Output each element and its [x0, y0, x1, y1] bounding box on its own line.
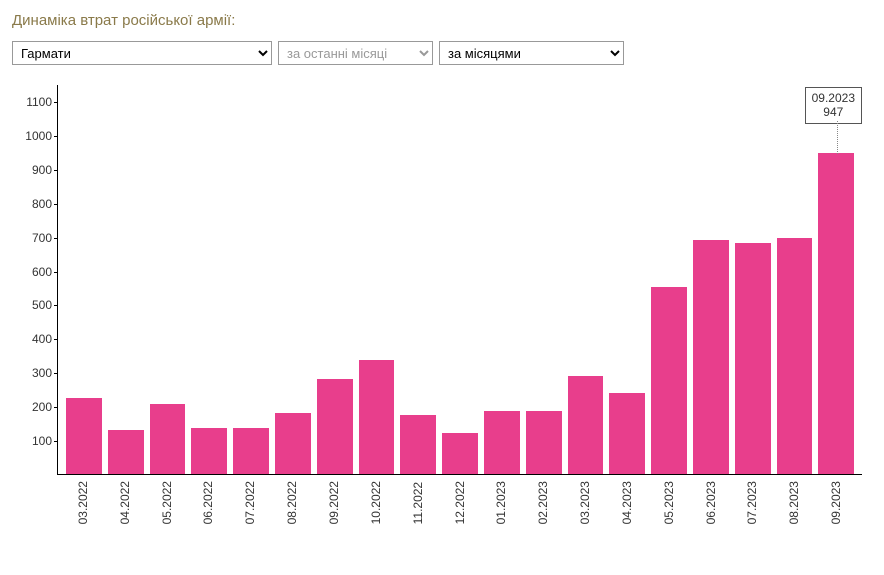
bar[interactable]: [275, 413, 311, 474]
bar-slot: [609, 85, 645, 474]
bar-slot: [150, 85, 186, 474]
controls-row: Гармати за останні місяці за місяцями: [12, 41, 872, 65]
x-label-slot: 04.2023: [609, 475, 645, 524]
x-label-slot: 08.2023: [776, 475, 812, 524]
bar[interactable]: [818, 153, 854, 474]
bar-slot: [191, 85, 227, 474]
x-axis-label: 09.2023: [829, 481, 843, 524]
x-axis-label: 10.2022: [369, 481, 383, 524]
x-label-slot: 10.2022: [358, 475, 394, 524]
x-axis-label: 03.2022: [76, 481, 90, 524]
bar[interactable]: [777, 238, 813, 474]
bars-container: [58, 85, 862, 474]
x-label-slot: 09.2023: [818, 475, 854, 524]
grouping-select[interactable]: за місяцями: [439, 41, 624, 65]
x-label-slot: 01.2023: [483, 475, 519, 524]
bar[interactable]: [400, 415, 436, 474]
y-axis-tick: [54, 102, 58, 103]
x-label-slot: 08.2022: [274, 475, 310, 524]
bar[interactable]: [66, 398, 102, 474]
tooltip: 09.2023947: [805, 87, 862, 124]
bar-slot: [400, 85, 436, 474]
x-label-slot: 09.2022: [316, 475, 352, 524]
x-axis-label: 06.2023: [704, 481, 718, 524]
bar-slot: [693, 85, 729, 474]
tooltip-label: 09.2023: [812, 91, 855, 105]
x-label-slot: 03.2022: [65, 475, 101, 524]
x-axis-label: 04.2023: [620, 481, 634, 524]
x-axis-label: 08.2023: [787, 481, 801, 524]
x-axis-label: 12.2022: [453, 481, 467, 524]
bar-slot: [108, 85, 144, 474]
x-label-slot: 06.2022: [191, 475, 227, 524]
bar[interactable]: [735, 243, 771, 474]
x-label-slot: 06.2023: [693, 475, 729, 524]
bar-slot: [651, 85, 687, 474]
bar[interactable]: [442, 433, 478, 474]
bar[interactable]: [317, 379, 353, 474]
y-axis-tick: [54, 441, 58, 442]
y-axis-tick: [54, 204, 58, 205]
x-label-slot: 07.2022: [232, 475, 268, 524]
page-title: Динаміка втрат російської армії:: [12, 12, 872, 29]
y-axis-tick: [54, 373, 58, 374]
bar[interactable]: [568, 376, 604, 474]
bar[interactable]: [609, 393, 645, 474]
bar-slot: [735, 85, 771, 474]
x-label-slot: 12.2022: [442, 475, 478, 524]
x-label-slot: 02.2023: [525, 475, 561, 524]
x-axis-label: 07.2023: [745, 481, 759, 524]
bar[interactable]: [108, 430, 144, 474]
x-axis-label: 05.2023: [662, 481, 676, 524]
bar[interactable]: [651, 287, 687, 474]
x-axis-labels: 03.2022 04.2022 05.2022 06.2022 07.2022 08.20…: [57, 475, 862, 524]
x-axis-label: 09.2022: [327, 481, 341, 524]
x-axis-label: 01.2023: [494, 481, 508, 524]
y-axis-tick: [54, 136, 58, 137]
x-axis-label: 06.2022: [201, 481, 215, 524]
x-axis-label: 03.2023: [578, 481, 592, 524]
x-label-slot: 11.2022: [400, 475, 436, 524]
category-select[interactable]: Гармати: [12, 41, 272, 65]
bar[interactable]: [484, 411, 520, 474]
period-select[interactable]: за останні місяці: [278, 41, 433, 65]
bar-slot: [568, 85, 604, 474]
y-axis-tick: [54, 238, 58, 239]
tooltip-value: 947: [812, 105, 855, 119]
bar-slot: [66, 85, 102, 474]
x-label-slot: 04.2022: [107, 475, 143, 524]
x-label-slot: 05.2022: [149, 475, 185, 524]
x-axis-label: 07.2022: [243, 481, 257, 524]
x-axis-label: 08.2022: [285, 481, 299, 524]
y-axis-tick: [54, 170, 58, 171]
x-axis-label: 02.2023: [536, 481, 550, 524]
bar-slot: [275, 85, 311, 474]
bar-slot: [777, 85, 813, 474]
x-label-slot: 07.2023: [735, 475, 771, 524]
bar[interactable]: [191, 428, 227, 474]
x-axis-label: 04.2022: [118, 481, 132, 524]
bar[interactable]: [233, 428, 269, 474]
bar-slot: [484, 85, 520, 474]
x-label-slot: 05.2023: [651, 475, 687, 524]
bar-slot: [526, 85, 562, 474]
chart: 1002003004005006007008009001000110009.20…: [57, 85, 872, 524]
y-axis-tick: [54, 339, 58, 340]
bar-slot: [359, 85, 395, 474]
x-axis-label: 05.2022: [160, 481, 174, 524]
bar-slot: [233, 85, 269, 474]
y-axis-tick: [54, 305, 58, 306]
y-axis-tick: [54, 272, 58, 273]
bar[interactable]: [359, 360, 395, 474]
x-axis-label: 11.2022: [411, 481, 425, 524]
bar-slot: [317, 85, 353, 474]
bar[interactable]: [693, 240, 729, 474]
x-label-slot: 03.2023: [567, 475, 603, 524]
y-axis-tick: [54, 407, 58, 408]
bar[interactable]: [526, 411, 562, 474]
tooltip-connector: [837, 121, 838, 154]
bar-slot: [442, 85, 478, 474]
bar[interactable]: [150, 404, 186, 474]
plot-area: 1002003004005006007008009001000110009.20…: [57, 85, 862, 475]
